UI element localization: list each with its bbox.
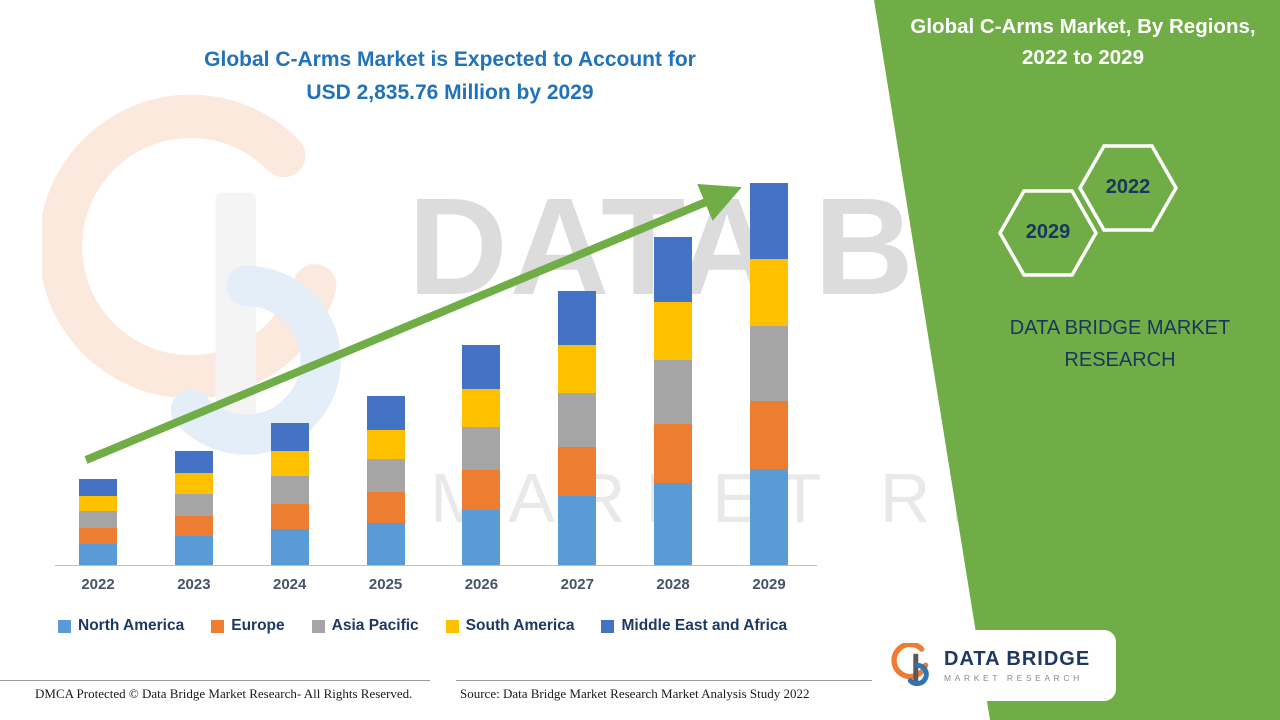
legend: North America Europe Asia Pacific South Ame… xyxy=(58,617,787,635)
x-tick-2025: 2025 xyxy=(368,576,403,593)
bar-segment-2026 xyxy=(462,509,501,565)
bar-segment-2022 xyxy=(79,511,117,528)
x-tick-2028: 2028 xyxy=(656,576,690,593)
page-title: Global C-Arms Market is Expected to Acco… xyxy=(60,44,840,109)
bar-segment-2025 xyxy=(366,522,405,565)
bar-segment-2024 xyxy=(270,451,309,477)
x-tick-2022: 2022 xyxy=(81,576,115,593)
legend-swatch-icon xyxy=(211,619,225,633)
data-bridge-logo-icon xyxy=(891,642,929,686)
bar-segment-2025 xyxy=(366,429,405,460)
footer-source-text: Source: Data Bridge Market Research Mark… xyxy=(460,686,810,701)
bar-segment-2024 xyxy=(270,529,309,565)
bar-segment-2029 xyxy=(750,325,788,401)
brand-logo-name: DATA BRIDGE xyxy=(944,648,1091,670)
bar-segment-2025 xyxy=(366,459,405,493)
legend-item: Asia Pacific xyxy=(311,617,419,635)
x-tick-2024: 2024 xyxy=(273,576,307,593)
bar-segment-2026 xyxy=(462,344,501,389)
bar-segment-2023 xyxy=(174,473,213,494)
footer-divider-right xyxy=(456,680,872,681)
bar-segment-2028 xyxy=(654,302,693,360)
bar-segment-2029 xyxy=(750,469,788,565)
bar-segment-2026 xyxy=(462,426,501,470)
bar-segment-2029 xyxy=(750,183,788,259)
bar-segment-2027 xyxy=(558,447,597,497)
bar-segment-2023 xyxy=(174,536,213,565)
x-tick-2029: 2029 xyxy=(752,576,786,593)
side-panel-title-line2: 2022 to 2029 xyxy=(1022,45,1144,69)
brand-logo-subtitle: MARKET RESEARCH xyxy=(944,673,1083,683)
legend-item: Europe xyxy=(211,617,285,635)
x-tick-2027: 2027 xyxy=(560,576,594,593)
legend-swatch-icon xyxy=(311,619,325,633)
bar-segment-2026 xyxy=(462,388,501,427)
page-title-line2: USD 2,835.76 Million by 2029 xyxy=(306,80,594,104)
bar-segment-2022 xyxy=(79,528,117,544)
side-panel-brand-line1: DATA BRIDGE MARKET xyxy=(1009,317,1231,339)
footer-divider-left xyxy=(0,680,430,681)
legend-item: Middle East and Africa xyxy=(601,617,787,635)
legend-label: North America xyxy=(78,617,185,634)
bar-segment-2023 xyxy=(174,450,213,474)
page-title-line1: Global C-Arms Market is Expected to Acco… xyxy=(204,48,696,71)
legend-swatch-icon xyxy=(601,619,615,633)
bar-segment-2025 xyxy=(366,492,405,523)
bar-segment-2028 xyxy=(654,359,693,424)
legend-label: Asia Pacific xyxy=(331,617,419,634)
hexagon-year-2029: 2029 xyxy=(1025,221,1071,243)
bar-segment-2028 xyxy=(654,482,693,565)
legend-label: Middle East and Africa xyxy=(621,617,788,634)
x-tick-2023: 2023 xyxy=(177,576,211,593)
side-panel-title: Global C-Arms Market, By Regions, 2022 t… xyxy=(900,12,1266,74)
bar-segment-2027 xyxy=(558,345,597,394)
bar-segment-2028 xyxy=(654,423,693,483)
side-panel-brand-line2: RESEARCH xyxy=(1064,349,1176,371)
hexagon-year-2022: 2022 xyxy=(1105,176,1151,198)
bar-segment-2027 xyxy=(558,496,597,565)
footer-dmca-text: DMCA Protected © Data Bridge Market Rese… xyxy=(35,686,413,701)
hexagon-badges-icon xyxy=(997,144,1179,277)
legend-item: South America xyxy=(445,617,575,635)
legend-label: Europe xyxy=(231,617,285,634)
bar-segment-2027 xyxy=(558,290,597,346)
bar-segment-2029 xyxy=(750,400,788,470)
bar-segment-2022 xyxy=(79,478,117,497)
legend-swatch-icon xyxy=(58,619,71,633)
bar-segment-2024 xyxy=(270,422,309,452)
brand-logo-box: DATA BRIDGE MARKET RESEARCH xyxy=(876,630,1116,701)
bar-segment-2029 xyxy=(750,258,788,326)
x-tick-2026: 2026 xyxy=(464,576,499,593)
bar-segment-2027 xyxy=(558,393,597,448)
bar-segment-2026 xyxy=(462,470,501,510)
bar-segment-2028 xyxy=(654,237,693,303)
brand-logo-text: DATA BRIDGE MARKET RESEARCH xyxy=(944,648,1090,683)
x-axis-line xyxy=(55,565,817,566)
bar-segment-2024 xyxy=(270,503,309,530)
bar-segment-2022 xyxy=(79,543,117,565)
legend-swatch-icon xyxy=(445,619,459,633)
bar-segment-2025 xyxy=(366,395,405,430)
side-panel-title-line1: Global C-Arms Market, By Regions, xyxy=(910,15,1256,38)
bar-segment-2023 xyxy=(174,515,213,536)
legend-label: South America xyxy=(465,617,575,634)
side-panel-brand: DATA BRIDGE MARKET RESEARCH xyxy=(960,312,1280,376)
bar-segment-2024 xyxy=(270,476,309,504)
legend-item: North America xyxy=(58,617,184,635)
bar-segment-2023 xyxy=(174,493,213,516)
bar-segment-2022 xyxy=(79,496,117,512)
